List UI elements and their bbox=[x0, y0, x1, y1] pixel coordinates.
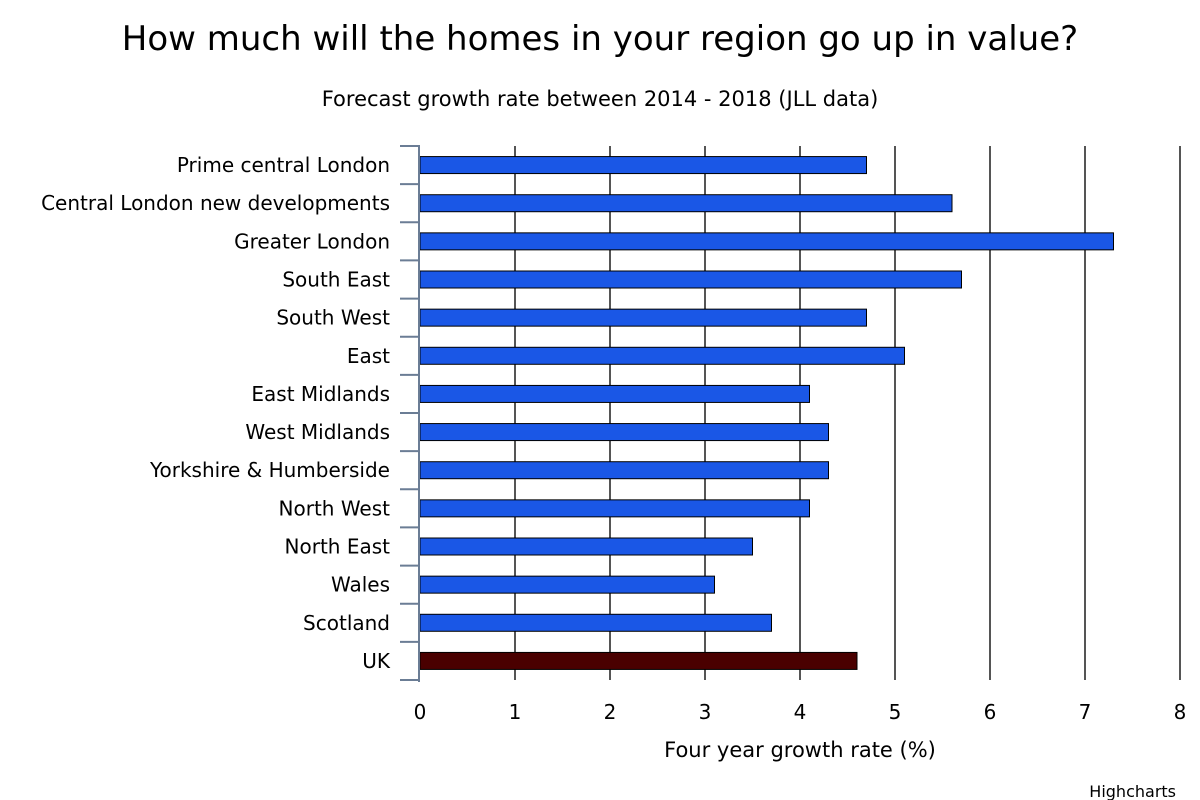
bar[interactable] bbox=[419, 651, 858, 670]
x-tick-label: 6 bbox=[984, 700, 997, 724]
x-tick-label: 3 bbox=[699, 700, 712, 724]
bar[interactable] bbox=[419, 423, 829, 442]
chart-subtitle: Forecast growth rate between 2014 - 2018… bbox=[322, 87, 879, 111]
category-label: North West bbox=[279, 496, 391, 520]
bar[interactable] bbox=[419, 384, 810, 403]
category-label: Scotland bbox=[303, 611, 390, 635]
x-tick-label: 4 bbox=[794, 700, 807, 724]
category-label: East bbox=[347, 344, 390, 368]
category-label: Yorkshire & Humberside bbox=[149, 458, 390, 482]
chart-title: How much will the homes in your region g… bbox=[122, 19, 1078, 59]
bar[interactable] bbox=[419, 537, 753, 556]
bar[interactable] bbox=[419, 194, 953, 213]
category-label: Prime central London bbox=[177, 153, 390, 177]
x-tick-label: 8 bbox=[1174, 700, 1187, 724]
bar[interactable] bbox=[419, 270, 962, 289]
credits-link[interactable]: Highcharts bbox=[1089, 782, 1176, 800]
category-label: Wales bbox=[331, 573, 390, 597]
bars bbox=[419, 156, 1114, 670]
category-label: East Midlands bbox=[251, 382, 390, 406]
bar[interactable] bbox=[419, 461, 829, 480]
category-label: South West bbox=[276, 306, 390, 330]
bar[interactable] bbox=[419, 308, 867, 327]
category-label: Greater London bbox=[234, 229, 390, 253]
bar[interactable] bbox=[419, 575, 715, 594]
category-label: West Midlands bbox=[245, 420, 390, 444]
x-tick-label: 5 bbox=[889, 700, 902, 724]
bar[interactable] bbox=[419, 156, 867, 175]
bar[interactable] bbox=[419, 232, 1114, 251]
x-tick-label: 7 bbox=[1079, 700, 1092, 724]
bar[interactable] bbox=[419, 499, 810, 518]
category-label: Central London new developments bbox=[41, 191, 390, 215]
x-tick-label: 0 bbox=[414, 700, 427, 724]
category-label: North East bbox=[285, 535, 391, 559]
category-label: South East bbox=[282, 268, 390, 292]
x-axis-ticks: 0 1 2 3 4 5 6 7 8 bbox=[414, 700, 1187, 724]
bar[interactable] bbox=[419, 346, 905, 365]
category-labels: Prime central London Central London new d… bbox=[41, 153, 391, 673]
x-tick-label: 1 bbox=[509, 700, 522, 724]
bar[interactable] bbox=[419, 613, 772, 632]
y-axis bbox=[400, 145, 420, 682]
gridlines bbox=[514, 146, 1181, 680]
category-label: UK bbox=[362, 649, 391, 673]
x-axis-title: Four year growth rate (%) bbox=[664, 738, 936, 762]
x-tick-label: 2 bbox=[604, 700, 617, 724]
